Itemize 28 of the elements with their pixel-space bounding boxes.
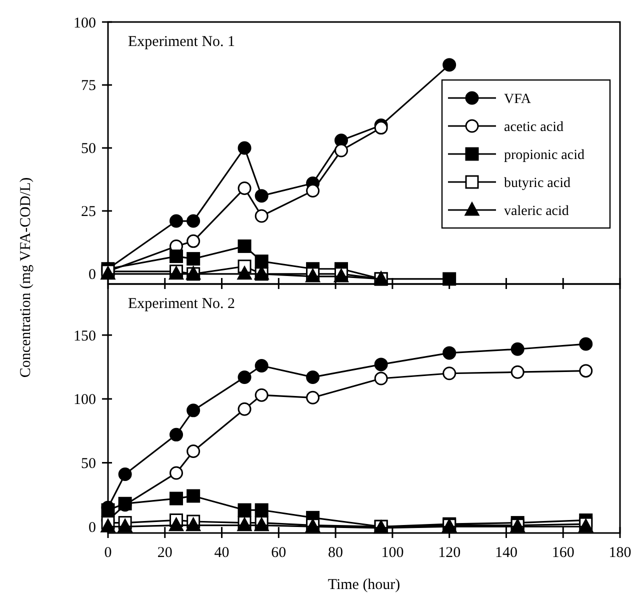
- x-tick-label: 160: [552, 545, 574, 561]
- y-tick-label: 100: [74, 392, 96, 408]
- x-tick-label: 80: [328, 545, 344, 561]
- x-tick-label: 100: [381, 545, 404, 561]
- legend-label: butyric acid: [504, 176, 570, 191]
- y-tick-label: 25: [81, 204, 96, 220]
- x-tick-label: 0: [104, 545, 112, 561]
- x-tick-label: 180: [608, 545, 632, 561]
- text: Experiment No. 2: [128, 296, 236, 312]
- x-tick-label: 120: [438, 545, 461, 561]
- x-tick-label: 60: [271, 545, 286, 561]
- x-tick-label: 140: [494, 545, 518, 561]
- y-tick-label: 50: [81, 456, 96, 472]
- y-tick-label: 150: [74, 328, 96, 344]
- y-tick-label: 0: [88, 267, 96, 284]
- legend-label: VFA: [504, 92, 532, 107]
- legend-label: valeric acid: [504, 204, 569, 219]
- y-axis-title: Concentration (mg VFA-COD/L): [18, 177, 34, 378]
- x-axis-title: Time (hour): [328, 577, 400, 593]
- text: Experiment No. 1: [128, 34, 236, 50]
- x-tick-label: 40: [214, 545, 230, 561]
- y-tick-label: 0: [88, 520, 96, 536]
- legend-label: propionic acid: [504, 148, 584, 163]
- legend-label: acetic acid: [504, 120, 564, 135]
- y-tick-label: 75: [81, 78, 96, 94]
- x-tick-label: 20: [157, 545, 172, 561]
- y-tick-label: 50: [81, 141, 96, 158]
- y-tick-label: 100: [74, 15, 96, 32]
